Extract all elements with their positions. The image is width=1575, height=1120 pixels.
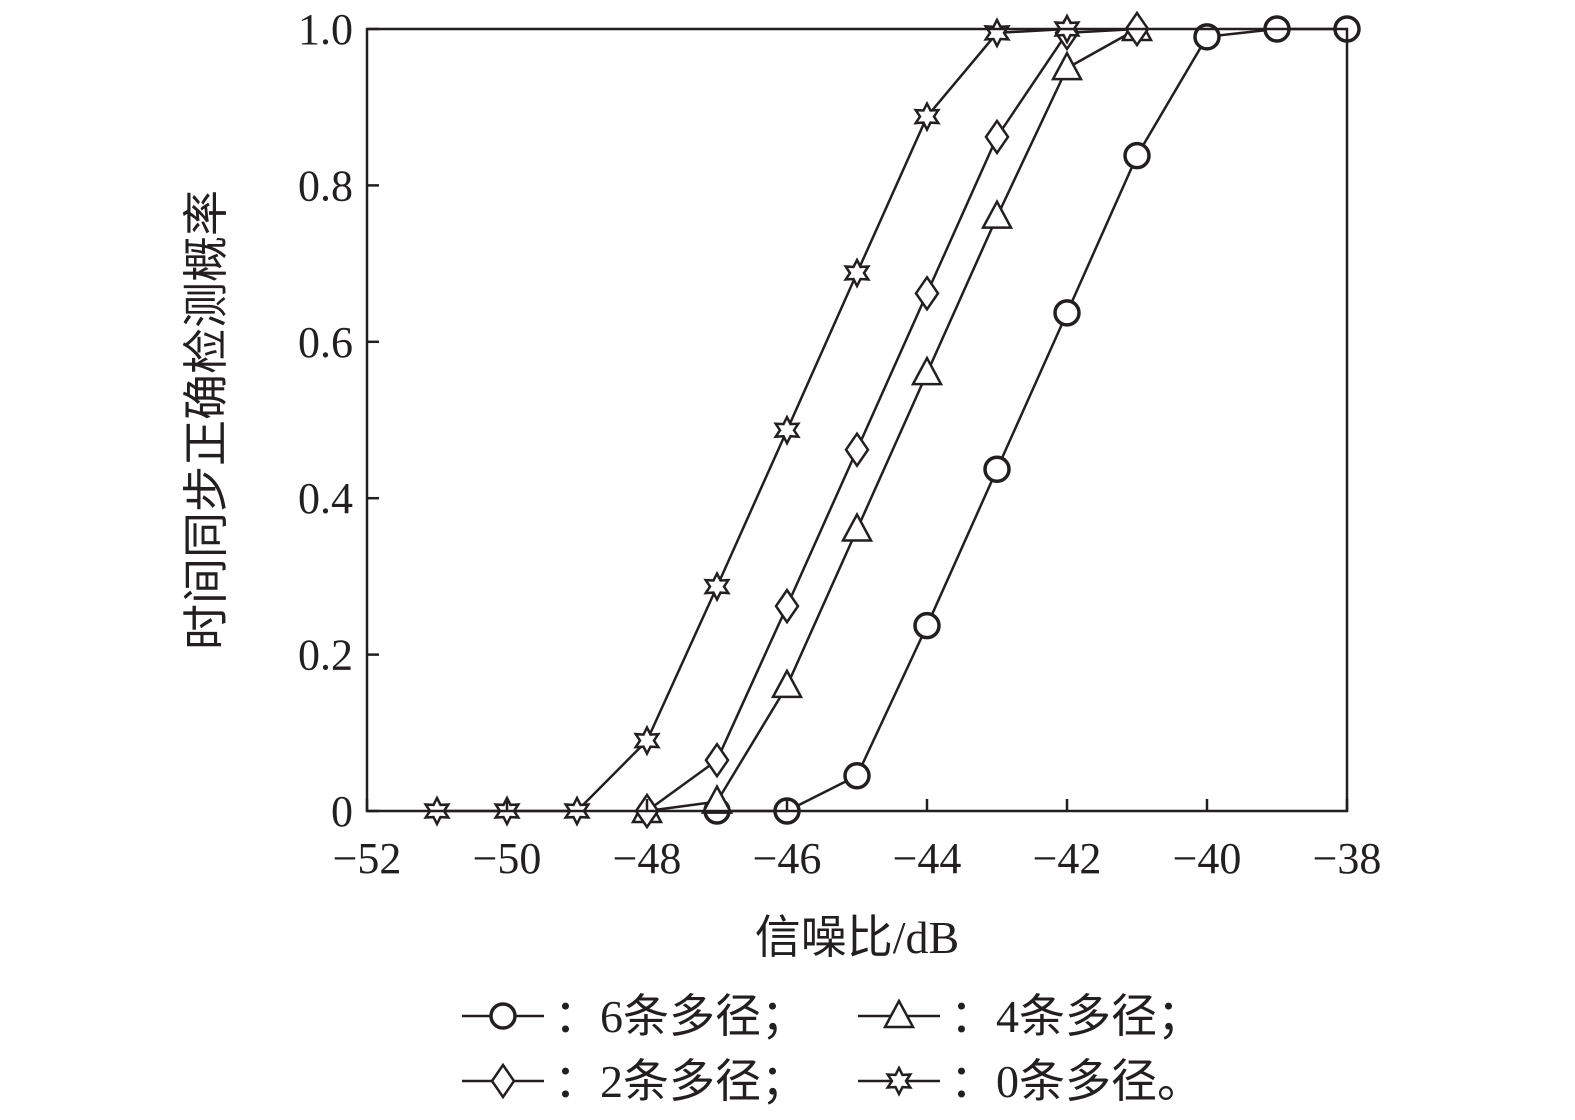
data-point-star (633, 724, 661, 757)
x-tick-label: −52 (333, 834, 402, 883)
y-axis-label: 时间同步正确检测概率 (181, 190, 232, 650)
legend-item-triangle: ：4条多径； (858, 991, 1203, 1042)
legend-item-star: ：0条多径。 (858, 1056, 1203, 1107)
data-point-star (773, 414, 801, 446)
plot-frame (365, 27, 1349, 813)
x-tick-label: −48 (613, 834, 682, 883)
legend-label: ：0条多径。 (950, 1056, 1203, 1107)
legend-marker-star (885, 1065, 913, 1097)
x-tick-label: −50 (473, 834, 542, 883)
y-tick-label: 0.6 (298, 318, 353, 367)
data-point-circle (983, 455, 1011, 484)
data-point-star (913, 100, 941, 133)
legend: ：6条多径； ：4条多径； ：2条多径； ：0条多径。 (462, 991, 1203, 1107)
x-tick-label: −46 (753, 834, 822, 883)
data-point-triangle (910, 355, 944, 386)
legend-marker-circle (489, 1002, 517, 1030)
series-line-triangle (646, 27, 1138, 813)
data-point-diamond (984, 118, 1010, 156)
data-point-diamond (844, 431, 870, 468)
x-tick-label: −40 (1173, 834, 1242, 883)
legend-marker-diamond (490, 1062, 516, 1100)
data-point-triangle (700, 783, 734, 814)
data-point-diamond (914, 275, 940, 312)
x-axis-label: 信噪比/dB (755, 912, 959, 963)
series-diamond (634, 10, 1150, 830)
legend-item-circle: ：6条多径； (462, 991, 807, 1042)
x-tick-label: −38 (1313, 834, 1382, 883)
data-point-circle (1053, 299, 1081, 327)
data-point-circle (1123, 141, 1151, 170)
data-point-triangle (770, 668, 804, 699)
x-tick-label: −44 (893, 834, 962, 883)
legend-label: ：2条多径； (554, 1056, 807, 1107)
data-point-star (703, 570, 731, 603)
y-axis: 0 0.2 0.4 0.6 0.8 1.0 (298, 5, 379, 836)
legend-item-diamond: ：2条多径； (462, 1056, 807, 1107)
x-tick-label: −42 (1033, 834, 1102, 883)
series-line-star (437, 27, 1068, 813)
y-tick-label: 0 (331, 787, 353, 836)
data-point-diamond (704, 741, 730, 779)
legend-label: ：6条多径； (554, 991, 807, 1042)
data-point-triangle (1050, 50, 1084, 81)
plot-marks (423, 10, 1361, 830)
data-point-star (843, 257, 871, 289)
data-point-circle (913, 611, 941, 640)
y-tick-label: 1.0 (298, 5, 353, 54)
legend-marker-triangle (882, 998, 916, 1029)
x-axis: −52 −50 −48 −46 −44 −42 −40 −38 (333, 799, 1382, 883)
data-point-triangle (980, 199, 1014, 229)
data-point-diamond (774, 587, 800, 625)
y-tick-label: 0.8 (298, 161, 353, 210)
series-line-diamond (646, 27, 1138, 813)
data-point-triangle (840, 511, 874, 542)
y-tick-label: 0.2 (298, 631, 353, 680)
data-point-circle (1193, 23, 1221, 51)
y-tick-label: 0.4 (298, 474, 353, 523)
series-circle (703, 15, 1361, 825)
series-star (423, 13, 1081, 827)
data-point-circle (843, 762, 871, 790)
legend-label: ：4条多径； (950, 991, 1203, 1042)
series-line-circle (717, 27, 1347, 813)
data-point-star (983, 17, 1011, 49)
